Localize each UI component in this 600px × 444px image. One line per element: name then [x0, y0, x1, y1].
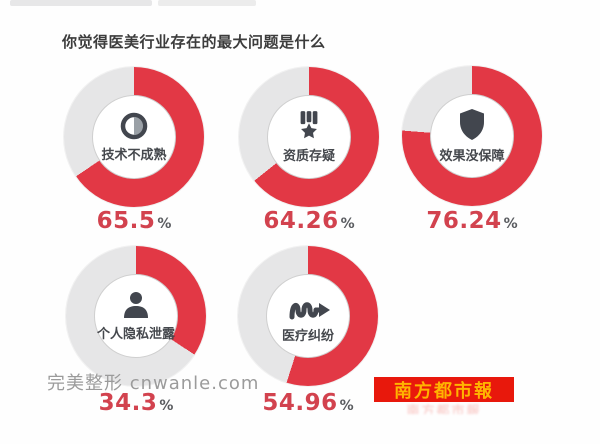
donut-card-qualification: 资质存疑: [239, 67, 379, 207]
donut-label: 技术不成熟: [101, 148, 167, 163]
pct-unit: %: [339, 398, 354, 414]
medal-icon: [295, 110, 323, 142]
pct-tech: 65.5%: [64, 208, 204, 234]
page-title: 你觉得医美行业存在的最大问题是什么: [62, 33, 326, 51]
donut-card-disputes: 医疗纠纷: [238, 246, 378, 386]
pct-results: 76.24%: [402, 208, 542, 234]
donut-chart-disputes: 医疗纠纷: [238, 246, 378, 386]
donut-hole: 医疗纠纷: [266, 274, 350, 358]
watermark: 完美整形 cnwanle.com: [47, 373, 260, 394]
pct-value: 34.3: [98, 390, 158, 416]
shield-icon: [457, 108, 487, 142]
donut-card-tech: 技术不成熟: [64, 67, 204, 207]
pct-value: 54.96: [262, 390, 338, 416]
press-logo: 南方都市報: [374, 377, 514, 402]
donut-chart-privacy: 个人隐私泄露: [66, 246, 206, 386]
donut-chart-tech: 技术不成熟: [64, 67, 204, 207]
donut-label: 资质存疑: [282, 149, 335, 164]
pct-qualification: 64.26%: [239, 208, 379, 234]
pct-disputes: 54.96%: [238, 390, 378, 416]
donut-label: 个人隐私泄露: [96, 327, 175, 342]
pct-value: 65.5: [96, 208, 156, 234]
donut-card-results: 效果没保障: [402, 66, 542, 206]
donut-hole: 个人隐私泄露: [94, 274, 178, 358]
person-icon: [120, 290, 152, 320]
cropped-text-remnant: [158, 0, 256, 6]
donut-hole: 技术不成熟: [92, 95, 176, 179]
press-logo-reflection: 南方都市報: [406, 404, 482, 414]
pct-privacy: 34.3%: [66, 390, 206, 416]
donut-hole: 资质存疑: [267, 95, 351, 179]
contrast-circle-icon: [119, 111, 149, 141]
pct-unit: %: [340, 216, 355, 232]
pct-value: 76.24: [426, 208, 502, 234]
donut-card-privacy: 个人隐私泄露: [66, 246, 206, 386]
pct-value: 64.26: [263, 208, 339, 234]
pct-unit: %: [503, 216, 518, 232]
donut-chart-qualification: 资质存疑: [239, 67, 379, 207]
pct-unit: %: [159, 398, 174, 414]
cropped-text-remnant: [10, 0, 152, 6]
pct-unit: %: [157, 216, 172, 232]
donut-label: 效果没保障: [439, 149, 505, 164]
winding-arrow-icon: [285, 288, 331, 322]
donut-chart-results: 效果没保障: [402, 66, 542, 206]
donut-hole: 效果没保障: [430, 94, 514, 178]
donut-label: 医疗纠纷: [281, 329, 334, 344]
